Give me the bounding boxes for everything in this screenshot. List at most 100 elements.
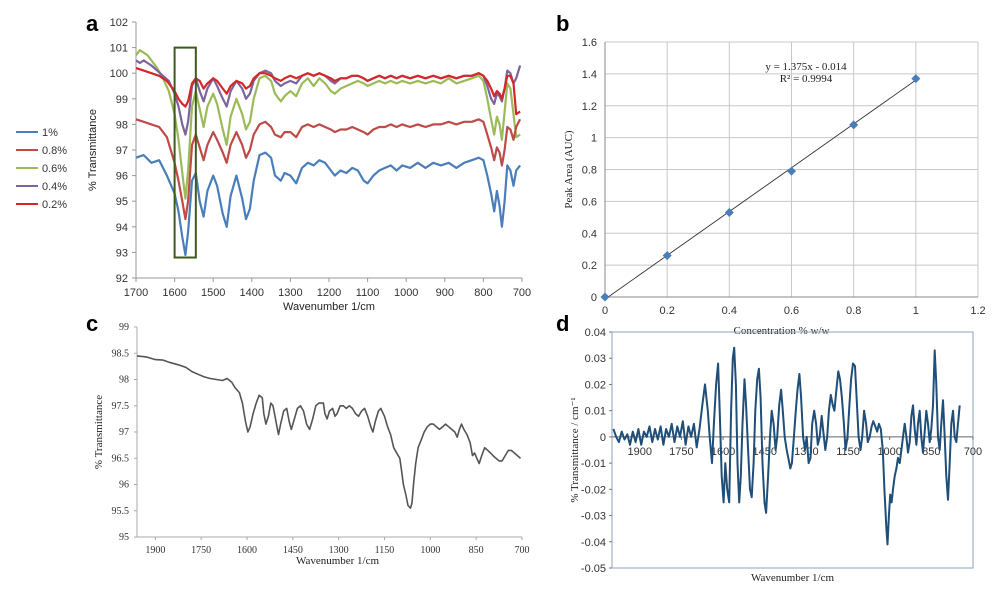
panel-c-xlabel: Wavenumber 1/cm [296, 555, 380, 567]
panel-c-ytick-label: 97 [119, 427, 129, 438]
panel-d-xtick-label: 1900 [628, 446, 652, 458]
panel-a-xtick-label: 1600 [162, 287, 186, 299]
panel-b-ytick-label: 1.4 [582, 69, 597, 81]
panel-b-equation: y = 1.375x - 0.014 [765, 61, 847, 73]
panel-b-ytick-label: 0 [591, 292, 597, 304]
panel-c-xtick-label: 1600 [237, 545, 257, 556]
panel-c-ytick-label: 96 [119, 480, 129, 491]
panel-a-xlabel: Wavenumber 1/cm [283, 301, 375, 313]
panel-c-xtick-label: 1900 [145, 545, 165, 556]
panel-a-ytick-label: 97 [116, 145, 128, 157]
panel-d-ytick-label: -0.01 [581, 458, 606, 470]
panel-d-ytick-label: 0.03 [585, 353, 606, 365]
panel-b-xtick-label: 1 [913, 305, 919, 317]
panel-d-xtick-label: 850 [922, 446, 940, 458]
panel-c-xtick-label: 700 [515, 545, 530, 556]
panel-b-ytick-label: 0.6 [582, 196, 597, 208]
panel-b-xlabel: Concentration % w/w [734, 325, 830, 337]
panel-a-xtick-label: 800 [474, 287, 492, 299]
panel-b-data-point [911, 74, 921, 84]
panel-a-xtick-label: 900 [436, 287, 454, 299]
panel-a-ytick-label: 100 [110, 68, 128, 80]
panel-a-ytick-label: 92 [116, 273, 128, 285]
panel-b-xtick-label: 1.2 [970, 305, 985, 317]
panel-c-ytick-label: 95.5 [112, 506, 130, 517]
panel-c-ytick-label: 99 [119, 322, 129, 333]
panel-c-series-line [136, 355, 522, 509]
panel-a-ytick-label: 96 [116, 171, 128, 183]
panel-a-xtick-label: 1300 [278, 287, 302, 299]
panel-d-xlabel: Wavenumber 1/cm [751, 572, 835, 584]
panel-a-xtick-label: 1400 [240, 287, 264, 299]
panel-b-xtick-label: 0.4 [722, 305, 737, 317]
panel-b-xtick-label: 0.2 [660, 305, 675, 317]
panel-b-ytick-label: 0.4 [582, 228, 597, 240]
panel-d-xtick-label: 1300 [794, 446, 818, 458]
panel-b-trendline [604, 79, 917, 300]
panel-d-xtick-label: 1750 [669, 446, 693, 458]
panel-b-r2: R² = 0.9994 [780, 73, 833, 85]
panel-b-data-point [724, 208, 734, 218]
panel-a-series-line-1 [135, 118, 522, 221]
panel-d-label: d [556, 311, 569, 336]
panel-a-xtick-label: 1200 [317, 287, 341, 299]
panel-c-xtick-label: 1000 [420, 545, 440, 556]
panel-a-ytick-label: 94 [116, 222, 128, 234]
panel-a-xtick-label: 1700 [124, 287, 148, 299]
panel-d-xtick-label: 1450 [752, 446, 776, 458]
panel-d-series-line [612, 346, 961, 546]
panel-d-ytick-label: -0.03 [581, 511, 606, 523]
panel-d-xtick-label: 700 [964, 446, 982, 458]
panel-a-xtick-label: 1500 [201, 287, 225, 299]
panel-b-xtick-label: 0 [602, 305, 608, 317]
panel-b-data-point [786, 166, 797, 176]
panel-b-label: b [556, 11, 569, 36]
panel-c-xtick-label: 1750 [191, 545, 211, 556]
panel-a-ytick-label: 98 [116, 119, 128, 131]
panel-a-xtick-label: 1100 [356, 287, 380, 299]
panel-d: -0.05 -0.04 -0.03 -0.02 -0.01 0 0.01 0.02 0.03 0.… [569, 327, 982, 584]
panel-a-xtick-label: 1000 [394, 287, 418, 299]
panel-b-data-point [600, 292, 610, 302]
panel-a-legend-label: 0.2% [42, 199, 67, 211]
panel-a-legend-label: 0.6% [42, 163, 67, 175]
panel-c-ytick-label: 95 [119, 532, 129, 543]
panel-a-legend-label: 0.8% [42, 145, 67, 157]
panel-d-ytick-label: -0.02 [581, 484, 606, 496]
panel-a-ytick-label: 93 [116, 247, 128, 259]
panel-c-xtick-label: 1300 [329, 545, 349, 556]
panel-a-highlight-box [173, 46, 197, 259]
panel-a-ytick-label: 102 [110, 17, 128, 29]
panel-b-xtick-label: 0.8 [846, 305, 861, 317]
panel-a-series-line-4 [135, 67, 521, 116]
panel-c-ylabel: % Transmittance [93, 395, 105, 469]
panel-b-data-point [662, 251, 672, 261]
panel-b-ytick-label: 1.2 [582, 101, 597, 113]
panel-d-ytick-label: 0 [600, 432, 606, 444]
panel-d-ytick-label: -0.04 [581, 537, 606, 549]
panel-a-series-line-2 [135, 49, 521, 200]
panel-b-ytick-label: 0.8 [582, 165, 597, 177]
panel-a-label: a [86, 11, 99, 36]
panel-c-ytick-label: 96.5 [112, 453, 130, 464]
panel-d-xtick-label: 1150 [836, 446, 860, 458]
panel-d-frame [611, 331, 974, 569]
panel-a: 92 93 94 95 96 97 98 99 100 101 102 1700 1600 1500 140… [16, 17, 531, 313]
panel-c-ytick-label: 98.5 [112, 348, 130, 359]
panel-c-xtick-label: 1450 [283, 545, 303, 556]
panel-d-ylabel: % Transmittance / cm⁻¹ [569, 397, 581, 502]
panel-a-ylabel: % Transmittance [87, 109, 99, 191]
panel-a-xtick-label: 700 [513, 287, 531, 299]
panel-c-xtick-label: 1150 [375, 545, 395, 556]
panel-d-xtick-label: 1000 [877, 446, 901, 458]
panel-d-xtick-label: 1600 [711, 446, 735, 458]
panel-a-ytick-label: 95 [116, 196, 128, 208]
panel-c-ytick-label: 98 [119, 375, 129, 386]
panel-d-ytick-label: 0.04 [585, 327, 606, 339]
panel-b-ylabel: Peak Area (AUC) [563, 130, 575, 209]
panel-c: 95 95.5 96 96.5 97 97.5 98 98.5 99 1900 1750 1600 14… [93, 322, 530, 567]
panel-a-ytick-label: 99 [116, 94, 128, 106]
panel-d-ytick-label: 0.02 [585, 379, 606, 391]
panel-c-xtick-label: 850 [469, 545, 484, 556]
